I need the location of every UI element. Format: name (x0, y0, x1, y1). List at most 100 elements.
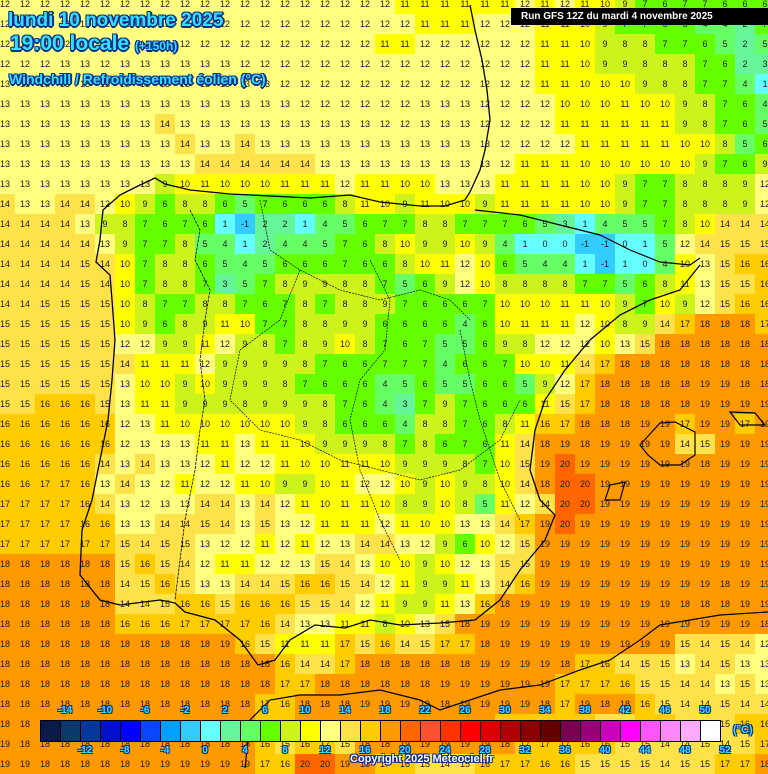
grid-value: 18 (695, 354, 715, 374)
grid-value: 13 (395, 154, 415, 174)
grid-value: 10 (415, 174, 435, 194)
grid-value: 8 (455, 494, 475, 514)
legend-tick-bottom: 36 (559, 745, 571, 756)
grid-value: 6 (755, 134, 768, 154)
grid-value: 12 (75, 0, 95, 14)
grid-value: 10 (675, 134, 695, 154)
grid-value: 8 (375, 434, 395, 454)
grid-value: 11 (515, 154, 535, 174)
grid-value: 19 (0, 754, 15, 774)
grid-value: 14 (235, 574, 255, 594)
grid-value: 8 (695, 94, 715, 114)
legend-swatch (581, 721, 601, 741)
grid-value: 13 (55, 174, 75, 194)
grid-value: 10 (475, 274, 495, 294)
grid-value: 13 (415, 154, 435, 174)
grid-value: 12 (375, 74, 395, 94)
grid-value: 16 (735, 294, 755, 314)
grid-value: 17 (0, 494, 15, 514)
grid-value: 13 (95, 134, 115, 154)
grid-value: 18 (695, 334, 715, 354)
grid-value: 12 (515, 114, 535, 134)
grid-value: 9 (255, 394, 275, 414)
grid-value: 11 (635, 114, 655, 134)
grid-value: 17 (15, 514, 35, 534)
grid-value: 17 (575, 374, 595, 394)
grid-value: 7 (155, 234, 175, 254)
grid-value: 11 (335, 474, 355, 494)
grid-value: 13 (475, 574, 495, 594)
grid-value: 19 (515, 594, 535, 614)
grid-value: 13 (135, 94, 155, 114)
grid-value: 19 (615, 514, 635, 534)
grid-value: 17 (0, 514, 15, 534)
grid-value: 18 (75, 594, 95, 614)
grid-value: 9 (355, 314, 375, 334)
grid-value: 15 (675, 754, 695, 774)
grid-value: 13 (115, 94, 135, 114)
grid-value: 11 (635, 134, 655, 154)
grid-value: 18 (15, 674, 35, 694)
grid-value: 13 (475, 514, 495, 534)
grid-value: 11 (275, 174, 295, 194)
grid-value: 6 (415, 294, 435, 314)
grid-value: 15 (55, 314, 75, 334)
legend-tick-bottom: 8 (282, 745, 288, 756)
grid-value: 12 (475, 114, 495, 134)
grid-value: 18 (395, 654, 415, 674)
grid-value: 7 (495, 354, 515, 374)
grid-value: 9 (315, 334, 335, 354)
grid-value: 12 (75, 14, 95, 34)
grid-value: 9 (415, 554, 435, 574)
grid-value: 14 (395, 634, 415, 654)
grid-value: 12 (295, 74, 315, 94)
grid-value: 13 (235, 434, 255, 454)
grid-value: 15 (15, 314, 35, 334)
grid-value: 19 (695, 374, 715, 394)
legend-swatch (221, 721, 241, 741)
grid-value: 19 (495, 614, 515, 634)
grid-value: 19 (495, 674, 515, 694)
grid-value: 19 (535, 654, 555, 674)
grid-value: 8 (555, 274, 575, 294)
grid-value: 16 (295, 574, 315, 594)
grid-value: 19 (515, 634, 535, 654)
grid-value: 12 (335, 54, 355, 74)
grid-value: 8 (655, 54, 675, 74)
grid-value: 8 (335, 194, 355, 214)
grid-value: 14 (675, 694, 695, 714)
grid-value: 10 (655, 294, 675, 314)
grid-value: 9 (475, 234, 495, 254)
grid-value: 15 (355, 634, 375, 654)
grid-value: 13 (35, 134, 55, 154)
grid-value: 6 (255, 294, 275, 314)
grid-value: 9 (675, 294, 695, 314)
grid-value: 10 (195, 374, 215, 394)
grid-value: 9 (735, 174, 755, 194)
grid-value: 18 (175, 654, 195, 674)
grid-value: 8 (495, 414, 515, 434)
grid-value: 12 (435, 74, 455, 94)
grid-value: 12 (575, 314, 595, 334)
grid-value: 6 (155, 314, 175, 334)
grid-value: 19 (635, 594, 655, 614)
legend-swatch (41, 721, 61, 741)
grid-value: 2 (255, 214, 275, 234)
grid-value: 13 (335, 134, 355, 154)
grid-value: 12 (0, 54, 15, 74)
grid-value: 18 (55, 694, 75, 714)
grid-value: 7 (335, 394, 355, 414)
grid-value: 18 (695, 314, 715, 334)
grid-value: 19 (755, 594, 768, 614)
grid-value: 18 (0, 694, 15, 714)
grid-value: 19 (715, 454, 735, 474)
grid-value: 13 (15, 134, 35, 154)
grid-value: 12 (375, 14, 395, 34)
grid-value: 6 (515, 394, 535, 414)
grid-value: 13 (295, 134, 315, 154)
grid-value: 19 (695, 574, 715, 594)
grid-value: 16 (0, 454, 15, 474)
grid-value: 6 (515, 214, 535, 234)
grid-value: 12 (315, 14, 335, 34)
